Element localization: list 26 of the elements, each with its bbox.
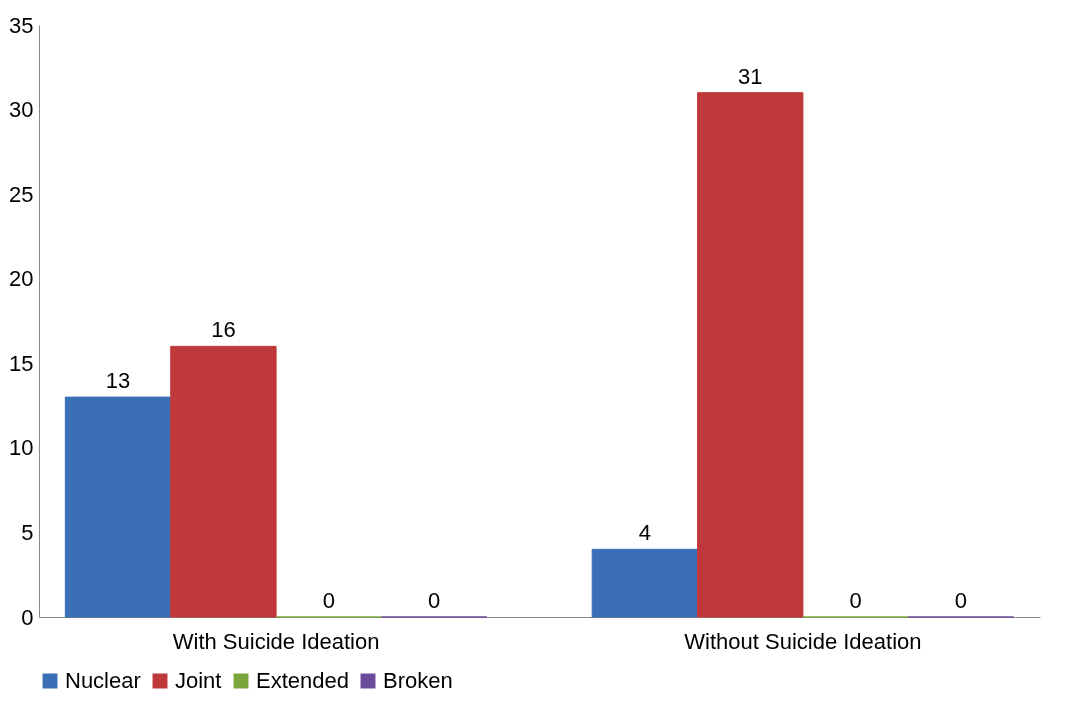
data-label: 0 [954,588,968,613]
bar [697,92,804,618]
y-tick-label: 30 [9,97,34,123]
y-tick-label: 20 [9,266,34,292]
bar [170,345,277,618]
data-label: 4 [638,520,651,546]
data-label: 0 [849,588,862,613]
y-tick-label: 10 [9,435,34,461]
y-tick-label: 25 [9,181,34,207]
legend-label: Nuclear [65,668,141,693]
bar [64,396,172,618]
bar [591,548,699,618]
x-tick-label: Without Suicide Ideation [684,628,922,654]
legend-label: Broken [383,668,453,693]
legend-label: Joint [175,668,222,693]
data-label: 16 [211,317,236,343]
data-label: 0 [322,588,335,613]
data-label: 31 [737,63,763,89]
x-tick-label: With Suicide Ideation [172,628,380,654]
legend-label: Extended [256,668,349,693]
y-tick-label: 35 [9,12,34,38]
y-tick-label: 0 [21,604,34,630]
data-label: 0 [428,588,441,613]
y-tick-label: 15 [9,350,34,376]
y-tick-label: 5 [21,519,34,545]
data-label: 13 [105,368,131,394]
